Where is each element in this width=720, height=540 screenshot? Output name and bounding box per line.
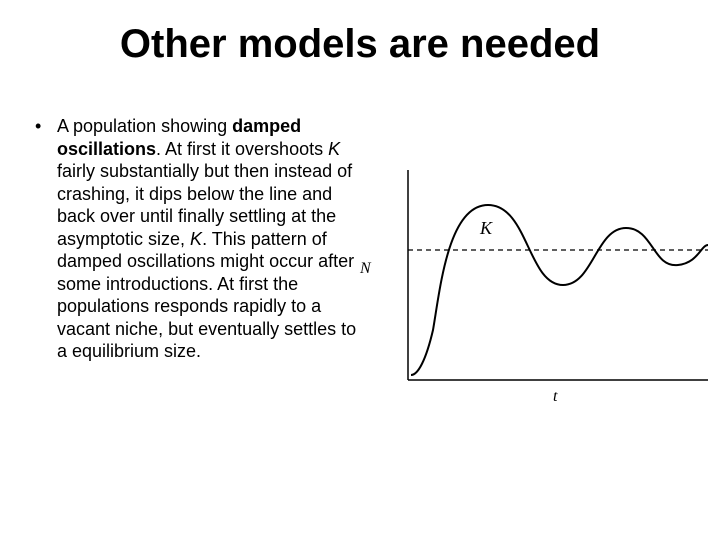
k-label: K xyxy=(480,218,492,239)
x-axis-label: t xyxy=(553,388,557,406)
bullet-K2: K xyxy=(190,229,202,249)
chart-svg xyxy=(378,150,708,410)
bullet-lead: A population showing xyxy=(57,116,232,136)
bullet-text: A population showing damped oscillations… xyxy=(57,115,360,363)
bullet-tail1: . At first it overshoots xyxy=(156,139,328,159)
y-axis-label: N xyxy=(360,260,371,278)
damped-curve xyxy=(411,205,708,375)
bullet-K1: K xyxy=(328,139,340,159)
slide-title: Other models are needed xyxy=(0,22,720,67)
damped-oscillation-chart: N t K xyxy=(378,150,708,410)
bullet-dot: • xyxy=(35,115,41,138)
slide: Other models are needed • A population s… xyxy=(0,0,720,540)
bullet-paragraph: • A population showing damped oscillatio… xyxy=(35,115,360,363)
